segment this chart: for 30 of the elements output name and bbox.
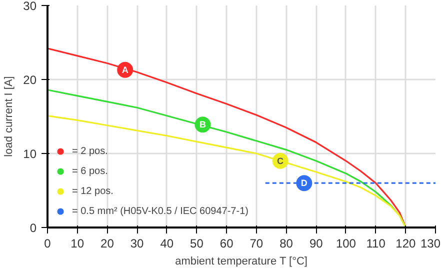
x-tick-label: 90 bbox=[309, 236, 324, 250]
y-axis-title: load current I [A] bbox=[3, 76, 16, 157]
annotation: C bbox=[277, 156, 284, 166]
line-series bbox=[48, 114, 406, 228]
x-tick-label: 130 bbox=[420, 236, 441, 250]
x-tick-label: 110 bbox=[366, 236, 386, 250]
x-tick-label: 70 bbox=[250, 236, 264, 250]
legend-label: = 12 pos. bbox=[72, 184, 114, 198]
x-tick-label: 30 bbox=[130, 236, 144, 250]
x-axis-title: ambient temperature T [°C] bbox=[175, 256, 308, 268]
legend-label: = 2 pos. bbox=[72, 144, 108, 158]
x-tick-label: 50 bbox=[190, 236, 204, 250]
x-tick-label: 120 bbox=[396, 236, 416, 250]
legend-label: = 6 pos. bbox=[72, 164, 108, 178]
y-tick-label: 0 bbox=[30, 221, 37, 235]
x-tick-label: 40 bbox=[160, 236, 174, 250]
legend-label: = 0.5 mm² (H05V-K0.5 / IEC 60947-7-1) bbox=[72, 204, 248, 218]
annotation: A bbox=[122, 64, 129, 75]
x-tick-label: 80 bbox=[280, 236, 294, 250]
annotation: B bbox=[199, 120, 206, 130]
y-tick-label: 10 bbox=[23, 147, 37, 161]
y-tick-label: 20 bbox=[23, 73, 37, 87]
x-tick-label: 10 bbox=[70, 236, 84, 250]
y-tick-label: 30 bbox=[23, 0, 37, 13]
annotation: D bbox=[300, 178, 308, 188]
x-tick-label: 20 bbox=[100, 236, 114, 250]
x-tick-label: 0 bbox=[44, 236, 52, 250]
line-series bbox=[48, 48, 406, 228]
x-tick-label: 100 bbox=[336, 236, 356, 250]
x-tick-label: 60 bbox=[220, 236, 234, 250]
